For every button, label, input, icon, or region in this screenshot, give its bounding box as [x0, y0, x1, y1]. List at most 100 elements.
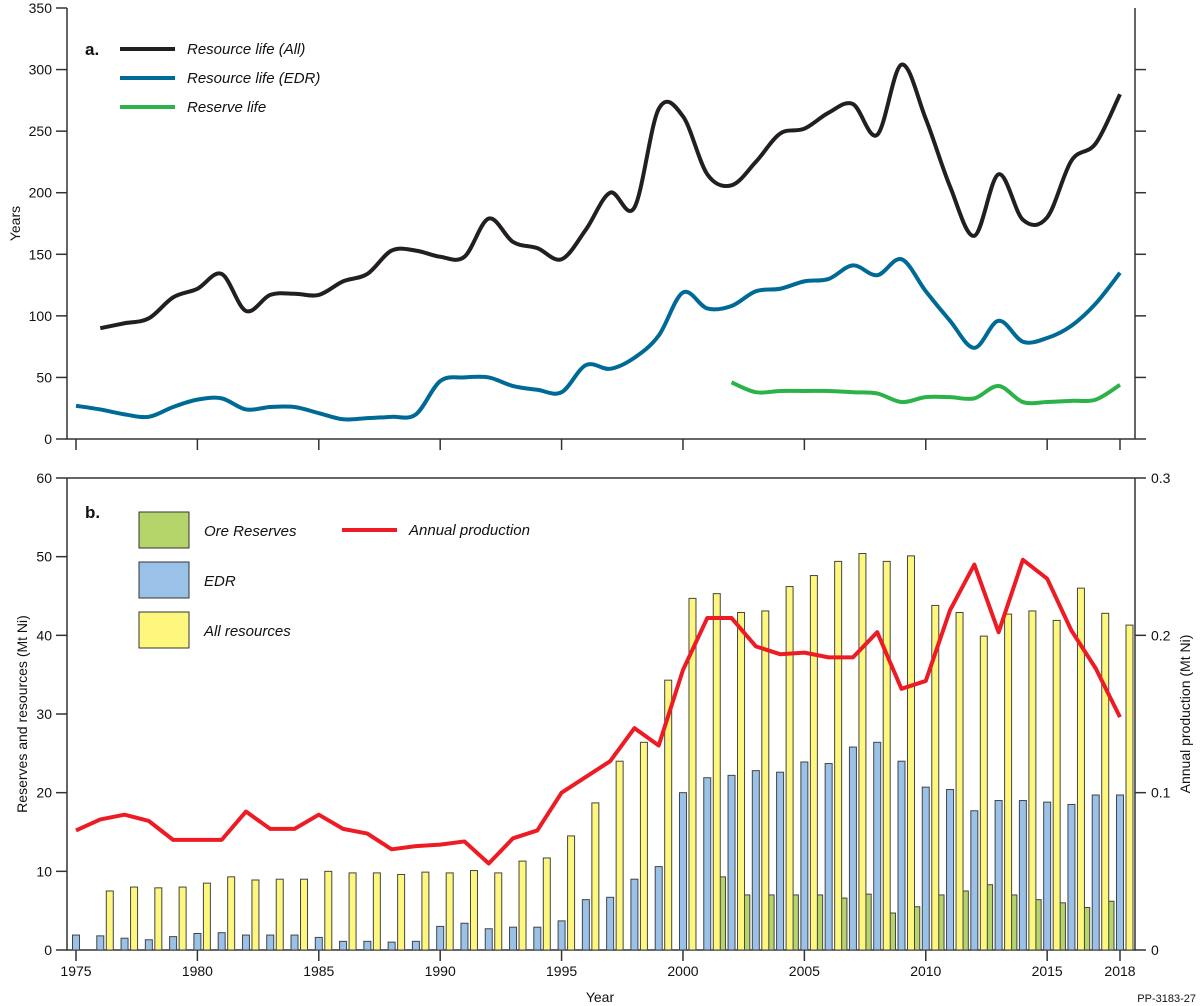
bar-all-resources	[882, 560, 891, 951]
bar-edr	[484, 928, 493, 951]
bar-edr	[193, 932, 202, 951]
panel-b-ytick-label: 40	[36, 627, 52, 643]
panel-b-label: b.	[85, 503, 100, 522]
panel-b-ytick-right-label: 0	[1151, 942, 1159, 958]
panel-b-ytick-right-label: 0.1	[1151, 785, 1171, 801]
bar-all-resources	[300, 878, 309, 951]
panel-b-ytick-label: 30	[36, 706, 52, 722]
bar-edr	[1116, 794, 1124, 951]
bar-edr	[96, 935, 105, 951]
bar-edr	[509, 926, 518, 951]
panel-a-ylabel: Years	[7, 206, 23, 241]
legend-swatch	[138, 611, 190, 649]
bar-edr	[1043, 801, 1052, 951]
panel-b-ytick-label: 20	[36, 785, 52, 801]
bar-edr	[581, 899, 590, 951]
bar-edr	[411, 940, 420, 951]
bar-edr	[169, 936, 178, 951]
bar-all-resources	[1076, 587, 1085, 951]
bar-edr	[241, 934, 250, 951]
bar-all-resources	[1028, 610, 1037, 951]
bar-edr	[290, 934, 299, 951]
bar-edr	[970, 810, 979, 951]
bar-all-resources	[251, 879, 260, 951]
bar-all-resources	[737, 612, 746, 951]
bar-edr	[217, 932, 226, 951]
bar-edr	[606, 896, 615, 951]
bar-edr	[1018, 800, 1027, 951]
legend-label: Reserve life	[187, 99, 266, 116]
series-line-annual-production	[75, 557, 1122, 866]
bar-all-resources	[955, 612, 964, 951]
bar-all-resources	[348, 872, 357, 951]
panel-b-xtick-label: 1980	[182, 963, 213, 979]
bar-all-resources	[154, 887, 163, 951]
bar-edr	[824, 763, 833, 951]
panel-b-xtick-label: 2010	[910, 963, 941, 979]
bar-edr	[776, 771, 785, 951]
bar-edr	[557, 920, 566, 951]
series-line-resource-life-edr-	[75, 257, 1122, 422]
panel-b-xtick-label: 1995	[546, 963, 577, 979]
panel-b-xtick-label: 2018	[1104, 963, 1135, 979]
x-axis-label: Year	[586, 989, 615, 1005]
panel-a-ytick-label: 200	[29, 185, 53, 201]
bar-edr	[1067, 803, 1076, 951]
bar-edr	[727, 774, 736, 951]
bar-edr	[654, 866, 663, 951]
bar-all-resources	[809, 575, 818, 951]
panel-a-ytick-label: 100	[29, 308, 53, 324]
bar-all-resources	[761, 610, 770, 951]
bar-all-resources	[567, 835, 576, 951]
bar-all-resources	[1052, 619, 1061, 951]
panel-b-ytick-label: 0	[44, 942, 52, 958]
panel-a-ytick-label: 150	[29, 246, 53, 262]
legend-label: Ore Reserves	[204, 523, 297, 540]
bar-all-resources	[397, 873, 406, 951]
bar-edr	[387, 941, 396, 951]
bar-all-resources	[615, 760, 624, 951]
series-line-resource-life-all-	[99, 62, 1122, 331]
bar-edr	[314, 936, 323, 951]
bar-all-resources	[227, 876, 236, 951]
panel-a-ytick-label: 300	[29, 62, 53, 78]
panel-b-xtick-label: 1990	[425, 963, 456, 979]
bar-all-resources	[275, 878, 284, 951]
bar-edr	[921, 786, 930, 951]
bar-edr	[363, 940, 372, 951]
bar-edr	[946, 789, 955, 951]
bar-edr	[703, 777, 712, 951]
legend-label: EDR	[204, 573, 236, 590]
panel-b-ylabel: Reserves and resources (Mt Ni)	[14, 615, 30, 813]
bar-all-resources	[591, 802, 600, 951]
panel-b-ytick-right-label: 0.2	[1151, 627, 1171, 643]
bar-edr	[339, 940, 348, 951]
bar-all-resources	[979, 635, 988, 951]
bar-all-resources	[494, 872, 503, 951]
legend-label: Resource life (EDR)	[187, 70, 320, 87]
bar-all-resources	[664, 679, 673, 951]
bar-edr	[994, 800, 1003, 951]
bar-all-resources	[105, 890, 114, 951]
bar-edr	[873, 741, 882, 951]
bar-edr	[897, 760, 906, 951]
bar-all-resources	[178, 886, 187, 951]
panel-b-ylabel-right: Annual production (Mt Ni)	[1177, 635, 1193, 794]
panel-a-ytick-label: 50	[36, 369, 52, 385]
bar-all-resources	[1125, 624, 1134, 951]
panel-b-xtick-label: 2015	[1032, 963, 1063, 979]
panel-b-xtick-label: 2005	[789, 963, 820, 979]
panel-b-xtick-label: 2000	[667, 963, 698, 979]
bar-edr	[460, 922, 469, 951]
bar-edr	[436, 925, 445, 951]
bar-edr	[266, 934, 275, 951]
bar-edr	[800, 761, 809, 951]
bar-all-resources	[712, 593, 721, 951]
legend-label: Resource life (All)	[187, 41, 305, 58]
legend-label: Annual production	[408, 522, 530, 539]
bar-all-resources	[858, 553, 867, 951]
bar-edr	[1091, 794, 1100, 951]
bar-edr	[751, 770, 760, 951]
panel-b-xtick-label: 1975	[60, 963, 91, 979]
bar-edr	[533, 926, 542, 951]
